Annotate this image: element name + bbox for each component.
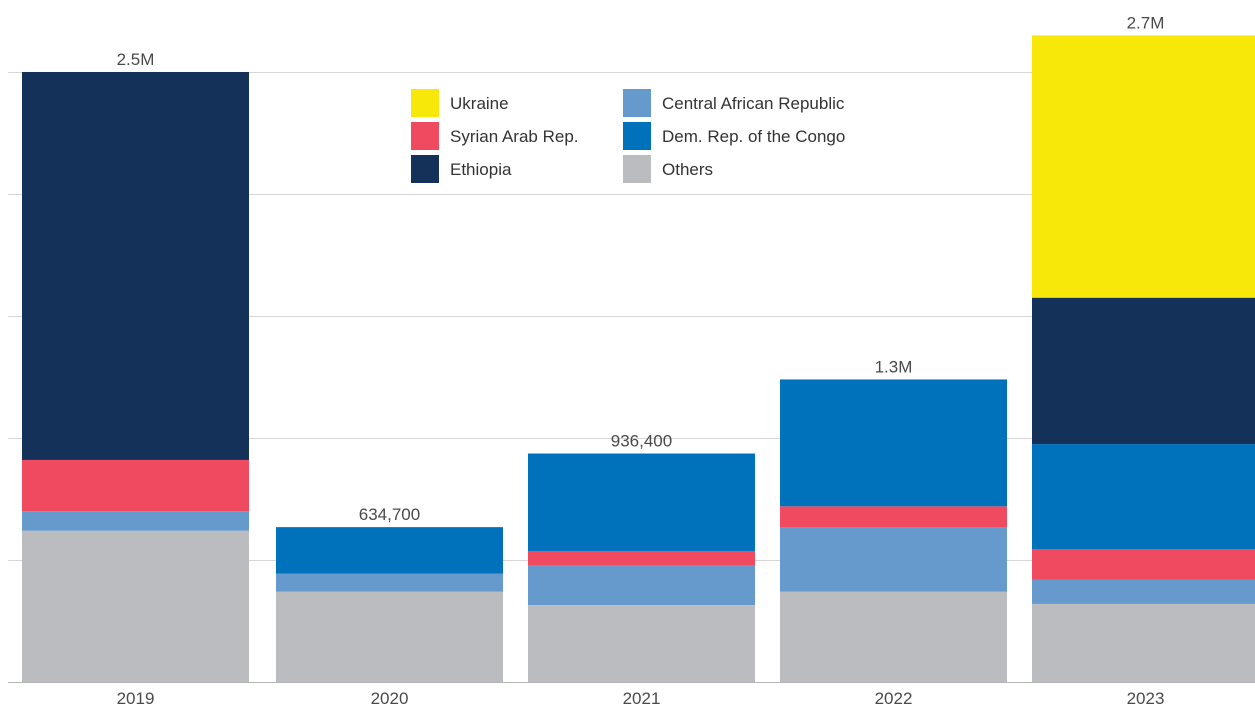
x-tick-label-2022: 2022: [875, 689, 913, 708]
legend-swatch-ethiopia: [411, 155, 439, 183]
total-label-2022: 1.3M: [875, 357, 913, 376]
legend-swatch-syrian-arab-rep: [411, 122, 439, 150]
legend-item-syrian-arab-rep: Syrian Arab Rep.: [411, 122, 579, 150]
bar-segment-dem-rep-of-the-congo-2021: [528, 453, 755, 551]
total-label-2021: 936,400: [611, 432, 672, 451]
total-label-2023: 2.7M: [1127, 13, 1165, 32]
legend-label-ukraine: Ukraine: [450, 94, 509, 113]
legend-label-ethiopia: Ethiopia: [450, 160, 512, 179]
total-label-2019: 2.5M: [117, 50, 155, 69]
bars: [22, 35, 1255, 682]
bar-2022: [780, 379, 1007, 682]
legend-item-ethiopia: Ethiopia: [411, 155, 512, 183]
total-labels: 2.5M 634,700 936,400 1.3M 2.7M: [117, 13, 1165, 524]
legend-swatch-dem-rep-of-the-congo: [623, 122, 651, 150]
bar-segment-dem-rep-of-the-congo-2020: [276, 527, 503, 574]
bar-2020: [276, 527, 503, 682]
x-tick-label-2023: 2023: [1127, 689, 1165, 708]
bar-segment-central-african-republic-2020: [276, 573, 503, 592]
x-tick-label-2021: 2021: [623, 689, 661, 708]
legend-swatch-central-african-republic: [623, 89, 651, 117]
bar-segment-syrian-arab-rep-2021: [528, 550, 755, 566]
total-label-2020: 634,700: [359, 505, 420, 524]
legend-label-syrian-arab-rep: Syrian Arab Rep.: [450, 127, 579, 146]
x-axis: 2019 2020 2021 2022 2023: [8, 682, 1255, 708]
legend-label-central-african-republic: Central African Republic: [662, 94, 845, 113]
bar-segment-others-2023: [1032, 603, 1255, 682]
bar-segment-central-african-republic-2023: [1032, 579, 1255, 604]
bar-2023: [1032, 35, 1255, 682]
bar-2021: [528, 453, 755, 682]
bar-segment-others-2021: [528, 605, 755, 682]
bar-segment-central-african-republic-2019: [22, 511, 249, 531]
x-tick-label-2020: 2020: [371, 689, 409, 708]
bar-segment-central-african-republic-2022: [780, 527, 1007, 592]
bar-segment-dem-rep-of-the-congo-2022: [780, 379, 1007, 507]
bar-segment-ethiopia-2023: [1032, 297, 1255, 445]
legend: Ukraine Syrian Arab Rep. Ethiopia Central A…: [411, 89, 845, 183]
bar-2019: [22, 72, 249, 682]
legend-label-others: Others: [662, 160, 713, 179]
bar-segment-others-2020: [276, 591, 503, 682]
bar-segment-others-2019: [22, 530, 249, 682]
legend-item-ukraine: Ukraine: [411, 89, 509, 117]
bar-segment-syrian-arab-rep-2023: [1032, 549, 1255, 580]
bar-segment-others-2022: [780, 591, 1007, 682]
bar-segment-ukraine-2023: [1032, 35, 1255, 298]
legend-label-dem-rep-of-the-congo: Dem. Rep. of the Congo: [662, 127, 845, 146]
bar-segment-ethiopia-2019: [22, 72, 249, 460]
x-tick-label-2019: 2019: [117, 689, 155, 708]
bar-segment-dem-rep-of-the-congo-2023: [1032, 444, 1255, 550]
bar-segment-central-african-republic-2021: [528, 565, 755, 606]
bar-segment-syrian-arab-rep-2019: [22, 459, 249, 512]
legend-swatch-others: [623, 155, 651, 183]
legend-item-others: Others: [623, 155, 713, 183]
legend-item-dem-rep-of-the-congo: Dem. Rep. of the Congo: [623, 122, 845, 150]
legend-swatch-ukraine: [411, 89, 439, 117]
legend-item-central-african-republic: Central African Republic: [623, 89, 845, 117]
bar-segment-syrian-arab-rep-2022: [780, 506, 1007, 528]
